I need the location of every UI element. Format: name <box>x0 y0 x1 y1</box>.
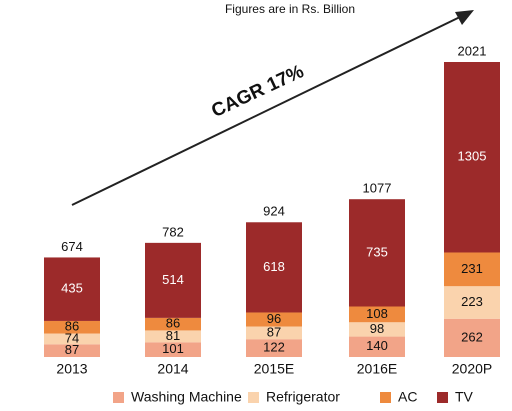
segment-label: 1305 <box>458 149 487 164</box>
bar-segment <box>349 336 405 357</box>
segment-label: 223 <box>461 294 483 309</box>
total-label: 924 <box>263 204 285 219</box>
bar-segment <box>444 62 500 253</box>
segment-label: 96 <box>267 311 281 326</box>
cagr-annotation: CAGR 17% <box>208 61 307 122</box>
bar-segment <box>145 317 201 331</box>
arrow-head <box>455 10 474 25</box>
bar-segment <box>349 306 405 323</box>
segment-label: 618 <box>263 259 285 274</box>
bar-segment <box>349 199 405 307</box>
bar-segment <box>44 320 100 334</box>
total-label: 2021 <box>458 43 487 58</box>
segment-label: 122 <box>263 340 285 355</box>
total-label: 674 <box>61 239 83 254</box>
bar-segment <box>444 318 500 357</box>
total-label: 1077 <box>363 181 392 196</box>
legend-swatch <box>380 392 391 403</box>
trend-arrow <box>71 15 463 206</box>
segment-label: 735 <box>366 244 388 259</box>
segment-label: 87 <box>267 324 281 339</box>
segment-label: 262 <box>461 329 483 344</box>
x-tick-label: 2013 <box>56 361 87 377</box>
legend-swatch <box>437 392 448 403</box>
segment-label: 514 <box>162 272 184 287</box>
bar-segment <box>145 342 201 357</box>
segment-label: 108 <box>366 306 388 321</box>
bar-segment <box>246 312 302 327</box>
total-label: 782 <box>162 224 184 239</box>
x-tick-label: 2014 <box>157 361 188 377</box>
bar-segment <box>349 322 405 337</box>
segment-label: 86 <box>65 319 79 334</box>
x-tick-label: 2020P <box>452 361 492 377</box>
bar-segment <box>246 339 302 357</box>
segment-label: 81 <box>166 328 180 343</box>
segment-label: 74 <box>65 330 79 345</box>
legend-label: Washing Machine <box>131 389 242 405</box>
x-tick-label: 2015E <box>254 361 294 377</box>
bar-segment <box>44 333 100 345</box>
segment-label: 435 <box>61 281 83 296</box>
legend-swatch <box>248 392 259 403</box>
bar-segment <box>44 257 100 321</box>
legend-label: AC <box>398 389 417 405</box>
chart-subtitle: Figures are in Rs. Billion <box>225 2 355 16</box>
segment-label: 98 <box>370 321 384 336</box>
segment-label: 140 <box>366 338 388 353</box>
legend-swatch <box>113 392 124 403</box>
bar-segment <box>145 330 201 343</box>
legend-label: TV <box>455 389 474 405</box>
bar-segment <box>444 252 500 287</box>
bar-segment <box>444 286 500 319</box>
bar-segment <box>246 326 302 340</box>
x-tick-label: 2016E <box>357 361 397 377</box>
segment-label: 87 <box>65 342 79 357</box>
segment-label: 86 <box>166 316 180 331</box>
legend-label: Refrigerator <box>266 389 340 405</box>
segment-label: 231 <box>461 261 483 276</box>
bar-segment <box>246 222 302 313</box>
bar-segment <box>145 242 201 318</box>
segment-label: 101 <box>162 341 184 356</box>
bar-segment <box>44 344 100 357</box>
